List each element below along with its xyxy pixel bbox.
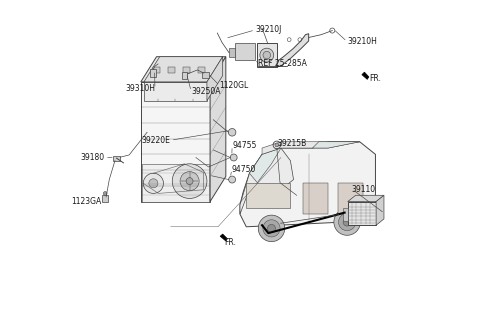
Polygon shape [277, 34, 309, 67]
Bar [182, 72, 187, 79]
Circle shape [228, 176, 236, 183]
Polygon shape [362, 72, 369, 79]
Bar [183, 67, 190, 73]
Polygon shape [207, 57, 223, 101]
Text: 94750: 94750 [232, 165, 256, 174]
Polygon shape [312, 142, 360, 148]
Circle shape [258, 215, 285, 242]
Circle shape [338, 214, 356, 231]
Circle shape [172, 164, 207, 198]
Bar [113, 156, 120, 161]
Circle shape [275, 143, 279, 147]
Bar [143, 164, 208, 202]
Bar [168, 67, 175, 73]
Bar [154, 67, 160, 73]
Circle shape [267, 224, 276, 232]
Text: 39215B: 39215B [277, 139, 306, 148]
Text: FR.: FR. [369, 74, 381, 83]
Polygon shape [141, 57, 226, 82]
Circle shape [263, 220, 280, 237]
Bar [144, 82, 207, 101]
Bar [150, 69, 156, 77]
Text: 1123GA: 1123GA [71, 197, 101, 206]
Bar [343, 208, 348, 220]
Circle shape [149, 179, 158, 188]
Bar [102, 195, 108, 202]
Polygon shape [210, 57, 226, 202]
Text: 39250A: 39250A [191, 87, 221, 96]
Text: 39220E: 39220E [142, 136, 171, 145]
Circle shape [144, 173, 164, 193]
Bar [235, 43, 255, 60]
Bar [246, 183, 290, 208]
Text: 39310H: 39310H [125, 84, 155, 93]
Circle shape [186, 178, 193, 185]
Polygon shape [376, 195, 384, 225]
Text: 39180: 39180 [81, 153, 105, 162]
Polygon shape [262, 142, 360, 154]
Polygon shape [220, 234, 228, 241]
Text: REF 25-285A: REF 25-285A [258, 59, 307, 68]
Text: 39110: 39110 [352, 185, 376, 193]
Bar [141, 82, 210, 202]
Polygon shape [348, 195, 384, 202]
Bar [303, 183, 328, 214]
Circle shape [263, 51, 271, 59]
Bar [229, 48, 235, 57]
Circle shape [343, 218, 351, 226]
Circle shape [334, 209, 360, 235]
Text: FR.: FR. [224, 238, 236, 247]
Bar [337, 183, 363, 214]
Bar [257, 43, 277, 67]
Bar [348, 202, 376, 225]
Text: 1120GL: 1120GL [219, 81, 249, 90]
Circle shape [230, 154, 237, 161]
Polygon shape [250, 148, 281, 183]
Circle shape [228, 129, 236, 136]
Polygon shape [144, 57, 223, 82]
Text: 94755: 94755 [232, 141, 256, 150]
Text: 39210J: 39210J [255, 26, 281, 34]
Circle shape [260, 48, 274, 62]
Text: 39210H: 39210H [347, 37, 377, 46]
Bar [202, 72, 208, 78]
Polygon shape [240, 148, 294, 214]
Bar [198, 67, 204, 73]
Polygon shape [240, 142, 375, 227]
Circle shape [103, 192, 107, 195]
Circle shape [180, 172, 199, 191]
